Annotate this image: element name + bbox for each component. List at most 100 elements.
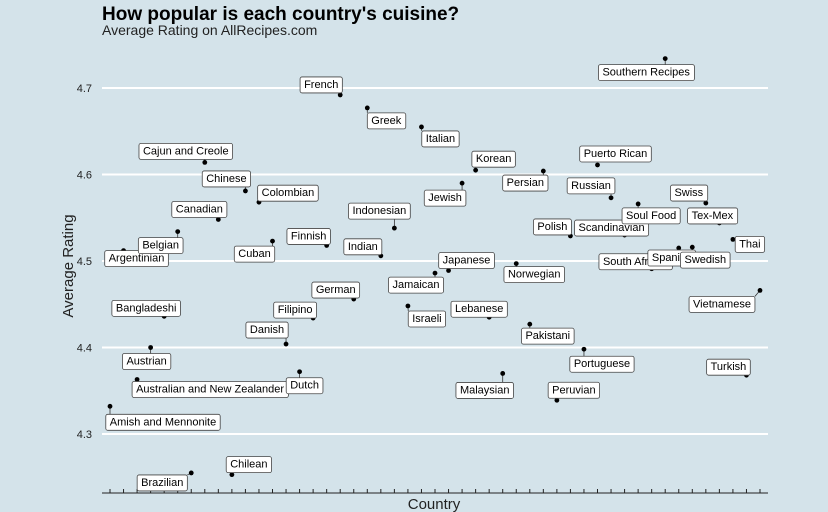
point-label-box [533,218,572,236]
data-point [513,261,519,266]
point-label-text: Italian [426,133,455,145]
point-label-text: Jamaican [392,279,439,291]
point-label-box [706,358,751,376]
point-label-text: Persian [507,177,544,189]
data-point [419,124,424,130]
point-label-text: Argentinian [109,253,165,265]
data-point [148,345,154,350]
point-label-text: Peruvian [552,384,595,396]
data-point [297,369,302,375]
point-label: Amish and Mennonite [105,413,221,431]
data-point [364,105,370,111]
point-label-text: Amish and Mennonite [110,416,216,428]
point-label: Polish [533,218,572,236]
point-label: Canadian [171,201,228,218]
data-point [107,403,113,409]
point-label-text: Cuban [238,248,270,260]
point-label-text: Jewish [428,192,462,204]
point-label-box [621,207,681,225]
y-axis-ticks: 4.3 4.4 4.5 4.6 4.7 [77,83,92,441]
point-label: Tex-Mex [687,207,739,225]
point-label-text: Vietnamese [693,298,751,310]
point-label: Greek [366,112,407,130]
point-label-text: Cajun and Creole [143,145,229,157]
point-label: Swedish [680,251,731,269]
point-label-box [171,201,228,218]
point-label: Jewish [423,189,467,207]
data-point [608,195,614,201]
data-point [446,268,451,273]
point-label-box [502,174,549,192]
point-label: Korean [471,150,516,168]
chart-subtitle: Average Rating on AllRecipes.com [102,22,317,38]
point-label-box [245,321,289,339]
point-label-text: French [304,79,338,91]
point-label: Indian [343,238,383,256]
point-label-box [687,207,739,225]
point-label-text: Austrian [126,356,166,368]
point-label: Swiss [670,184,709,202]
data-point [689,244,695,250]
point-label: Italian [421,130,460,148]
point-label: Bangladeshi [111,299,181,317]
point-label-text: Finnish [291,230,326,242]
chart-title: How popular is each country's cuisine? [102,4,459,25]
point-label: Pakistani [521,327,575,345]
data-point [229,472,235,478]
point-label-box [233,245,276,263]
data-point [432,270,438,276]
point-label-box [421,130,460,148]
point-label-box [471,150,516,168]
point-label-box [286,228,331,245]
point-label: Thai [734,235,766,253]
point-label-box [670,184,709,202]
point-label: Finnish [286,228,331,245]
point-label-text: Filipino [278,304,313,316]
data-point [540,168,546,174]
point-label-box [105,413,221,431]
point-label-box [598,64,695,81]
point-label: Soul Food [621,207,681,225]
point-label: Malaysian [455,382,514,399]
point-label-box [201,170,251,188]
y-tick-label: 4.7 [77,83,92,95]
point-label-text: Canadian [176,203,223,215]
data-point [337,92,343,98]
point-label-box [273,301,317,319]
point-label-box [547,381,600,399]
point-label-box [104,250,169,268]
y-tick-label: 4.5 [77,256,92,268]
point-label-text: Polish [537,221,567,233]
point-label-box [423,189,467,207]
point-label-text: Norwegian [508,269,561,281]
data-point [554,397,560,403]
y-tick-label: 4.3 [77,429,92,441]
data-point [270,238,275,244]
point-label-text: Colombian [262,187,315,199]
point-label-text: Indonesian [352,205,406,217]
point-label: Austrian [122,353,172,370]
point-label: Argentinian [104,250,169,268]
point-label-text: Danish [250,324,284,336]
point-label-text: Brazilian [141,477,183,489]
x-axis-title: Country [408,496,461,512]
y-axis-title: Average Rating [60,214,77,317]
data-point [188,470,194,476]
point-label-box [388,276,444,294]
point-label-text: Malaysian [460,384,510,396]
point-label: Japanese [438,252,495,269]
point-label-box [225,456,272,474]
point-label-text: Australian and New Zealander [136,384,284,396]
point-label-box [407,310,446,328]
point-label-box [455,382,514,399]
point-label: French [299,76,343,94]
point-label-text: Southern Recipes [602,67,690,79]
point-label-text: Tex-Mex [692,210,734,222]
point-label: Cajun and Creole [138,142,234,160]
point-label-text: Turkish [711,361,747,373]
point-label: Cuban [233,245,276,263]
data-point [635,201,641,207]
point-label: Turkish [706,358,751,376]
point-label: Chinese [201,170,251,188]
